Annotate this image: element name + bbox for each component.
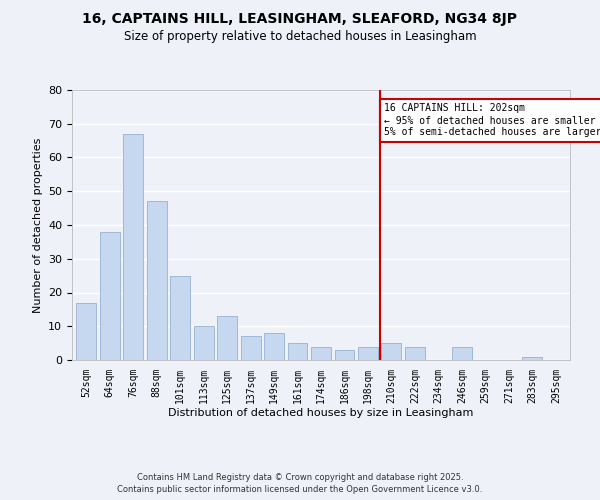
Bar (217, 316, 237, 360)
Bar (287, 343, 307, 360)
Y-axis label: Number of detached properties: Number of detached properties (32, 138, 43, 312)
Bar (311, 346, 331, 360)
Text: Size of property relative to detached houses in Leasingham: Size of property relative to detached ho… (124, 30, 476, 43)
Bar (523, 356, 542, 360)
Bar (146, 202, 167, 360)
Bar (123, 134, 143, 360)
Bar (264, 333, 284, 360)
Bar (76, 302, 96, 360)
Bar (405, 346, 425, 360)
Bar (382, 343, 401, 360)
Bar (241, 336, 260, 360)
Text: Contains public sector information licensed under the Open Government Licence v3: Contains public sector information licen… (118, 485, 482, 494)
Bar (452, 346, 472, 360)
Bar (358, 346, 378, 360)
Bar (335, 350, 355, 360)
Bar (100, 232, 119, 360)
X-axis label: Distribution of detached houses by size in Leasingham: Distribution of detached houses by size … (169, 408, 473, 418)
Bar (170, 276, 190, 360)
Text: 16, CAPTAINS HILL, LEASINGHAM, SLEAFORD, NG34 8JP: 16, CAPTAINS HILL, LEASINGHAM, SLEAFORD,… (83, 12, 517, 26)
Text: Contains HM Land Registry data © Crown copyright and database right 2025.: Contains HM Land Registry data © Crown c… (137, 472, 463, 482)
Bar (194, 326, 214, 360)
Text: 16 CAPTAINS HILL: 202sqm
← 95% of detached houses are smaller (245)
5% of semi-d: 16 CAPTAINS HILL: 202sqm ← 95% of detach… (385, 104, 600, 136)
